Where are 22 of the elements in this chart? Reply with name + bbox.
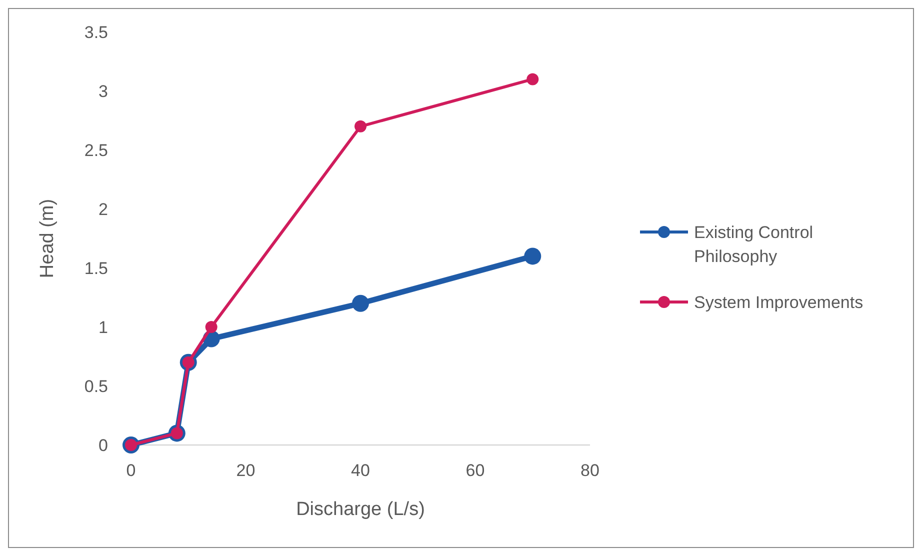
x-axis-title: Discharge (L/s)	[296, 499, 425, 520]
y-tick-label: 3	[98, 82, 108, 101]
legend-label: Existing Control Philosophy	[694, 223, 814, 266]
point	[352, 294, 369, 312]
point	[205, 321, 218, 333]
y-tick-label: 1.5	[84, 259, 108, 278]
y-tick-label: 0.5	[84, 377, 108, 396]
point	[524, 248, 542, 265]
y-tick-label: 0	[98, 436, 108, 455]
x-tick-label: 60	[466, 461, 485, 480]
x-tick-label: 80	[580, 461, 600, 480]
x-tick-label: 0	[126, 461, 136, 480]
y-tick-label: 2.5	[84, 141, 108, 160]
y-tick-label: 2	[98, 200, 108, 219]
x-tick-label: 40	[351, 461, 370, 480]
point	[354, 120, 366, 132]
x-tick-label: 20	[236, 461, 256, 480]
y-axis-title: Head (m)	[37, 198, 58, 278]
point	[526, 73, 539, 86]
y-tick-label: 1	[98, 318, 108, 337]
legend-label: System Improvements	[694, 293, 864, 312]
y-tick-label: 3.5	[84, 23, 108, 42]
